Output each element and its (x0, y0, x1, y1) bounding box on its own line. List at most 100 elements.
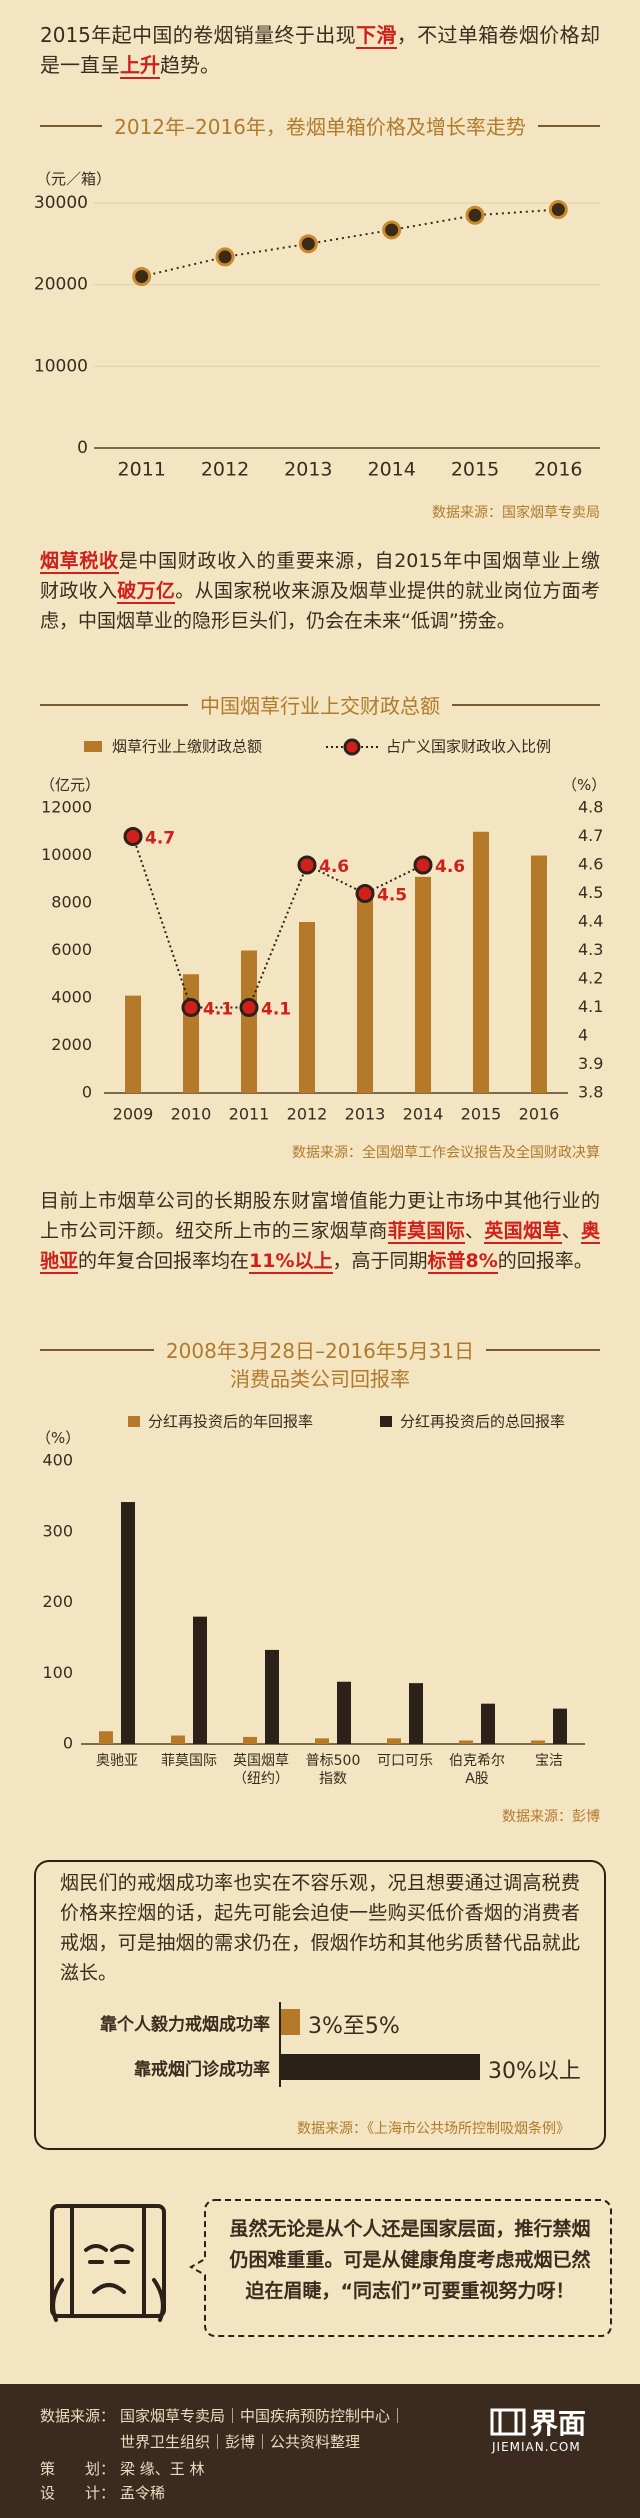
text-run: 2015年起中国的卷烟销量终于出现 (40, 23, 356, 47)
text-run: 的回报率。 (497, 1250, 593, 1272)
x-tick-label: 2016 (534, 459, 582, 481)
text-run: 。从国家税收来源及烟草业提供的就业岗位方面考虑，中国烟草业的隐形巨头们，仍会在未… (40, 580, 600, 632)
bar-label: 靠戒烟门诊成功率 (134, 2060, 270, 2080)
y2-tick-label: 4.2 (578, 969, 603, 988)
point (413, 855, 433, 875)
legend-swatch (128, 1416, 140, 1427)
y-tick-label: 2000 (51, 1035, 92, 1054)
y-tick-label: 100 (42, 1663, 73, 1682)
highlight: 上升 (120, 53, 160, 79)
value-label: 4.1 (261, 1000, 291, 1020)
highlight: 标普8% (427, 1250, 498, 1274)
bar (387, 1738, 401, 1744)
x-tick-label: 伯克希尔A股 (449, 1753, 505, 1787)
point (298, 234, 318, 254)
x-tick-label: 2015 (451, 459, 499, 481)
highlight: 奥驰亚 (40, 1220, 600, 1274)
footer-label: 设 计： (40, 2484, 116, 2502)
source: 数据来源：彭博 (502, 1809, 600, 1825)
bar (415, 876, 431, 1093)
chart-title-row: 中国烟草行业上交财政总额 (40, 690, 600, 719)
title-rule (452, 703, 600, 706)
y2-tick-label: 4.1 (578, 997, 603, 1016)
footer-bg (0, 2384, 640, 2518)
legend-label: 分红再投资后的年回报率 (148, 1413, 313, 1431)
bar (357, 895, 373, 1093)
text-run: 是中国财政收入的重要来源，自2015年中国烟草业上缴财政收入 (40, 550, 600, 602)
y2-tick-label: 4.8 (578, 798, 603, 817)
bar (183, 974, 199, 1093)
bar (553, 1708, 567, 1744)
closing-text: 虽然无论是从个人还是国家层面，推行禁烟仍困难重重。可是从健康角度考虑戒烟已然迫在… (229, 2218, 591, 2302)
x-tick-label: 普标500指数 (305, 1753, 361, 1787)
point (355, 884, 375, 903)
y2-axis-label: （%） (562, 776, 607, 794)
point (132, 267, 152, 286)
paragraph: 烟草税收是中国财政收入的重要来源，自2015年中国烟草业上缴财政收入破万亿。从国… (40, 546, 600, 636)
point (239, 998, 259, 1017)
x-tick-label: 英国烟草（纽约） (233, 1753, 289, 1787)
point (548, 200, 568, 220)
y2-tick-label: 4.7 (578, 826, 603, 845)
y-axis-label: （%） (36, 1429, 81, 1447)
chart-title-row: 2008年3月28日–2016年5月31日 (40, 1335, 600, 1364)
chart-title-row: 2012年–2016年，卷烟单箱价格及增长率走势 (40, 111, 601, 140)
footer-label: 数据来源： (40, 2407, 116, 2425)
bar (531, 855, 547, 1093)
footer-label: 策 划： (40, 2460, 116, 2478)
y2-tick-label: 3.9 (578, 1054, 603, 1073)
quit-box (34, 1860, 606, 2150)
text-run: ，不过单箱卷烟价格却是一直呈 (40, 23, 601, 77)
point (215, 247, 235, 267)
y2-tick-label: 4.6 (578, 855, 603, 874)
x-tick-label: 2012 (287, 1105, 328, 1124)
point (181, 998, 201, 1017)
text-run: ，高于同期 (332, 1250, 428, 1272)
highlight: 英国烟草 (484, 1220, 562, 1244)
highlight: 烟草税收 (40, 550, 119, 574)
x-tick-label: 2011 (117, 459, 165, 481)
point (297, 855, 317, 875)
bar-label: 靠个人毅力戒烟成功率 (100, 2015, 270, 2035)
footer-planning: 梁 缘、王 林 (120, 2460, 205, 2478)
y-tick-label: 10000 (34, 356, 88, 376)
highlight: 下滑 (356, 23, 397, 49)
y2-tick-label: 4.3 (578, 940, 603, 959)
title-rule (40, 124, 103, 127)
x-tick-label: 菲莫国际 (161, 1753, 217, 1769)
x-tick-label: 2010 (171, 1105, 212, 1124)
bar (481, 1703, 495, 1744)
value-label: 4.6 (435, 857, 465, 877)
text-run: 、 (561, 1220, 581, 1242)
logo: 界面 (530, 2407, 587, 2440)
bar (409, 1683, 423, 1744)
chart-subtitle: 消费品类公司回报率 (230, 1367, 410, 1391)
x-tick-label: 宝洁 (535, 1753, 563, 1769)
y-tick-label: 200 (42, 1592, 73, 1611)
bar (193, 1616, 207, 1744)
bar (280, 2009, 300, 2035)
value-label: 4.6 (319, 857, 349, 877)
legend-dot (343, 738, 361, 756)
point (123, 827, 143, 846)
y-axis-label: （元／箱） (36, 170, 112, 188)
y2-tick-label: 4 (578, 1026, 588, 1045)
y-tick-label: 0 (63, 1734, 73, 1753)
source: 数据来源：国家烟草专卖局 (432, 505, 600, 521)
bar (121, 1502, 135, 1744)
y2-tick-label: 4.4 (578, 912, 603, 931)
y-tick-label: 20000 (34, 275, 88, 295)
y-tick-label: 400 (42, 1451, 73, 1470)
price-line (141, 208, 559, 278)
bar (337, 1681, 351, 1744)
x-tick-label: 2012 (201, 459, 249, 481)
y-tick-label: 6000 (51, 940, 92, 959)
y-tick-label: 0 (77, 438, 88, 458)
y-tick-label: 12000 (41, 798, 92, 817)
bar (299, 922, 315, 1093)
bar (280, 2054, 480, 2080)
title-rule (40, 703, 188, 706)
x-tick-label: 2014 (367, 459, 415, 481)
